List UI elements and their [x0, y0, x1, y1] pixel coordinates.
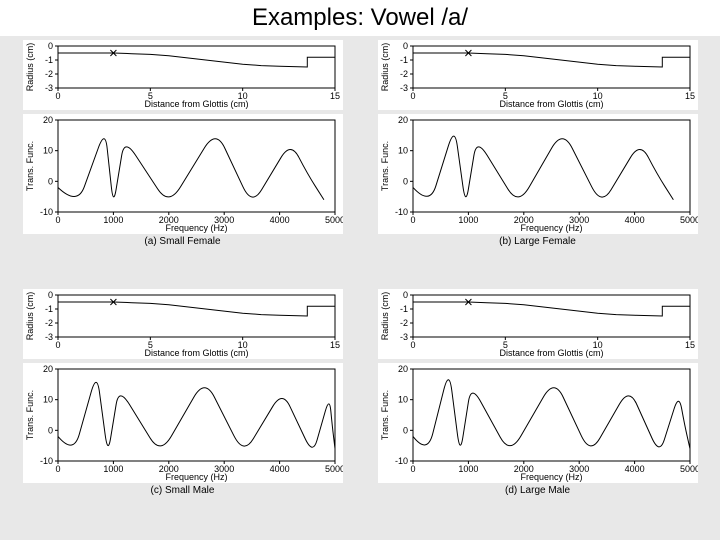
svg-text:4000: 4000 [269, 464, 289, 474]
svg-text:-1: -1 [44, 304, 52, 314]
svg-text:Radius (cm): Radius (cm) [25, 292, 35, 341]
svg-text:-3: -3 [399, 332, 407, 342]
svg-text:0: 0 [47, 425, 52, 435]
svg-text:Radius (cm): Radius (cm) [380, 43, 390, 92]
svg-text:15: 15 [684, 340, 694, 350]
svg-text:4000: 4000 [624, 464, 644, 474]
transfer-plot: 01000200030004000500020100-10Frequency (… [23, 114, 343, 234]
radius-plot: 0510150-1-2-3Distance from Glottis (cm)R… [378, 40, 698, 110]
svg-text:20: 20 [42, 364, 52, 374]
svg-text:-10: -10 [394, 207, 407, 217]
svg-text:0: 0 [47, 290, 52, 300]
svg-text:Distance from Glottis (cm): Distance from Glottis (cm) [144, 99, 248, 109]
svg-text:Frequency (Hz): Frequency (Hz) [165, 223, 227, 233]
panel-a: 0510150-1-2-3Distance from Glottis (cm)R… [8, 40, 357, 283]
svg-text:20: 20 [42, 115, 52, 125]
svg-text:Radius (cm): Radius (cm) [25, 43, 35, 92]
svg-text:0: 0 [55, 91, 60, 101]
svg-text:1000: 1000 [458, 215, 478, 225]
svg-text:Radius (cm): Radius (cm) [380, 292, 390, 341]
svg-text:0: 0 [410, 340, 415, 350]
svg-text:1000: 1000 [103, 464, 123, 474]
svg-text:4000: 4000 [269, 215, 289, 225]
svg-text:0: 0 [55, 215, 60, 225]
svg-text:0: 0 [47, 176, 52, 186]
chart-grid: 0510150-1-2-3Distance from Glottis (cm)R… [0, 36, 720, 536]
svg-text:10: 10 [42, 395, 52, 405]
transfer-plot: 01000200030004000500020100-10Frequency (… [378, 114, 698, 234]
svg-text:-3: -3 [399, 83, 407, 93]
svg-text:4000: 4000 [624, 215, 644, 225]
svg-text:20: 20 [397, 364, 407, 374]
svg-text:10: 10 [42, 146, 52, 156]
transfer-plot: 01000200030004000500020100-10Frequency (… [23, 363, 343, 483]
svg-text:20: 20 [397, 115, 407, 125]
svg-text:-2: -2 [44, 318, 52, 328]
svg-text:0: 0 [55, 340, 60, 350]
svg-text:-2: -2 [44, 69, 52, 79]
svg-text:5000: 5000 [679, 464, 697, 474]
panel-caption: (d) Large Male [505, 485, 570, 496]
svg-text:15: 15 [684, 91, 694, 101]
svg-text:-2: -2 [399, 318, 407, 328]
panel-b: 0510150-1-2-3Distance from Glottis (cm)R… [363, 40, 712, 283]
svg-text:0: 0 [410, 464, 415, 474]
svg-text:Distance from Glottis (cm): Distance from Glottis (cm) [144, 348, 248, 358]
svg-text:10: 10 [397, 395, 407, 405]
svg-text:-10: -10 [39, 456, 52, 466]
svg-text:-2: -2 [399, 69, 407, 79]
panel-caption: (b) Large Female [499, 236, 576, 247]
svg-text:Distance from Glottis (cm): Distance from Glottis (cm) [499, 348, 603, 358]
svg-text:0: 0 [402, 290, 407, 300]
panel-caption: (a) Small Female [144, 236, 220, 247]
svg-text:0: 0 [402, 425, 407, 435]
svg-text:Trans. Func.: Trans. Func. [25, 141, 35, 191]
svg-text:-10: -10 [39, 207, 52, 217]
svg-text:0: 0 [402, 41, 407, 51]
svg-text:10: 10 [397, 146, 407, 156]
svg-text:5000: 5000 [679, 215, 697, 225]
page-title: Examples: Vowel /a/ [0, 0, 720, 36]
svg-text:0: 0 [55, 464, 60, 474]
transfer-plot: 01000200030004000500020100-10Frequency (… [378, 363, 698, 483]
radius-plot: 0510150-1-2-3Distance from Glottis (cm)R… [378, 289, 698, 359]
panel-c: 0510150-1-2-3Distance from Glottis (cm)R… [8, 289, 357, 532]
radius-plot: 0510150-1-2-3Distance from Glottis (cm)R… [23, 289, 343, 359]
svg-text:0: 0 [47, 41, 52, 51]
svg-text:-1: -1 [44, 55, 52, 65]
svg-text:Trans. Func.: Trans. Func. [380, 390, 390, 440]
radius-plot: 0510150-1-2-3Distance from Glottis (cm)R… [23, 40, 343, 110]
svg-text:Trans. Func.: Trans. Func. [25, 390, 35, 440]
svg-text:-10: -10 [394, 456, 407, 466]
svg-text:5000: 5000 [324, 215, 342, 225]
svg-text:5000: 5000 [324, 464, 342, 474]
svg-text:Frequency (Hz): Frequency (Hz) [520, 223, 582, 233]
svg-text:Trans. Func.: Trans. Func. [380, 141, 390, 191]
svg-text:-1: -1 [399, 55, 407, 65]
svg-text:1000: 1000 [458, 464, 478, 474]
panel-caption: (c) Small Male [151, 485, 215, 496]
svg-text:Frequency (Hz): Frequency (Hz) [165, 472, 227, 482]
svg-text:0: 0 [402, 176, 407, 186]
svg-text:0: 0 [410, 215, 415, 225]
svg-text:-3: -3 [44, 83, 52, 93]
svg-text:-1: -1 [399, 304, 407, 314]
svg-text:15: 15 [329, 340, 339, 350]
svg-text:0: 0 [410, 91, 415, 101]
svg-text:Distance from Glottis (cm): Distance from Glottis (cm) [499, 99, 603, 109]
svg-text:-3: -3 [44, 332, 52, 342]
svg-text:15: 15 [329, 91, 339, 101]
panel-d: 0510150-1-2-3Distance from Glottis (cm)R… [363, 289, 712, 532]
svg-text:Frequency (Hz): Frequency (Hz) [520, 472, 582, 482]
svg-text:1000: 1000 [103, 215, 123, 225]
